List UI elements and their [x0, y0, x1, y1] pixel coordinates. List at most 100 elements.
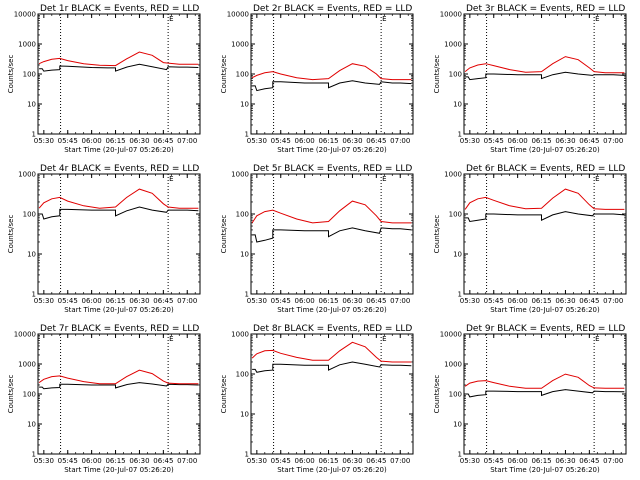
corner-label: E: [595, 335, 599, 343]
x-axis-label: Start Time (20-Jul-07 05:26:20): [490, 146, 600, 154]
x-tick-label: 06:45: [579, 457, 599, 465]
series-line-lld: [464, 188, 625, 210]
corner-label: E: [169, 175, 173, 183]
y-tick-label: 10: [240, 101, 249, 109]
plot-frame: [250, 13, 414, 135]
x-tick-label: 05:30: [34, 297, 54, 305]
y-tick-label: 1: [458, 291, 462, 299]
x-tick-label: 07:00: [390, 297, 410, 305]
y-tick-label: 10000: [440, 331, 462, 339]
x-tick-label: 06:00: [82, 297, 102, 305]
x-axis-label: Start Time (20-Jul-07 05:26:20): [277, 146, 387, 154]
y-tick-label: 100: [236, 211, 249, 219]
y-tick-label: 1: [32, 291, 36, 299]
y-tick-label: 100: [23, 211, 36, 219]
series-line-events: [39, 206, 199, 220]
x-tick-label: 06:15: [105, 137, 125, 145]
series-line-events: [252, 227, 412, 243]
x-tick-label: 06:15: [531, 457, 551, 465]
x-tick-label: 06:30: [129, 457, 149, 465]
y-tick-label: 10: [453, 421, 462, 429]
y-tick-label: 1: [32, 451, 36, 459]
series-line-lld: [251, 341, 412, 363]
y-tick-label: 1000: [231, 171, 249, 179]
plot-frame: [37, 333, 201, 455]
y-tick-label: 1000: [444, 171, 462, 179]
y-tick-label: 100: [236, 71, 249, 79]
y-tick-label: 100: [449, 391, 462, 399]
x-tick-label: 06:45: [153, 297, 173, 305]
x-axis-label: Start Time (20-Jul-07 05:26:20): [490, 466, 600, 474]
x-axis-label: Start Time (20-Jul-07 05:26:20): [64, 146, 174, 154]
y-tick-label: 1: [245, 131, 249, 139]
panel-title: Det 5r BLACK = Events, RED = LLD: [253, 164, 412, 174]
x-tick-label: 06:30: [342, 457, 362, 465]
y-tick-label: 1: [32, 131, 36, 139]
x-tick-label: 07:00: [603, 457, 623, 465]
x-axis-label: Start Time (20-Jul-07 05:26:20): [277, 306, 387, 314]
x-tick-label: 07:00: [177, 137, 197, 145]
x-tick-label: 07:00: [177, 457, 197, 465]
panel-det-8: Det 8r BLACK = Events, RED = LLD 1 10 100 10…: [220, 324, 414, 474]
panel-title: Det 1r BLACK = Events, RED = LLD: [40, 4, 199, 14]
series-line-events: [465, 71, 625, 81]
y-tick-label: 10: [27, 251, 36, 259]
x-tick-label: 06:30: [129, 137, 149, 145]
x-tick-label: 06:45: [579, 137, 599, 145]
plot-frame: [250, 333, 414, 455]
y-tick-label: 100: [449, 71, 462, 79]
panel-det-3: Det 3r BLACK = Events, RED = LLD 1 10 100 10…: [433, 4, 627, 154]
x-tick-label: 05:45: [271, 137, 291, 145]
x-tick-label: 06:15: [318, 137, 338, 145]
series-line-events: [465, 389, 625, 398]
x-tick-label: 05:30: [247, 137, 267, 145]
y-axis-label: Counts/sec: [433, 375, 441, 414]
y-axis-label: Counts/sec: [7, 215, 15, 254]
y-tick-label: 10000: [227, 11, 249, 19]
x-tick-label: 06:30: [342, 137, 362, 145]
y-axis-label: Counts/sec: [433, 55, 441, 94]
corner-label: E: [595, 175, 599, 183]
x-axis-label: Start Time (20-Jul-07 05:26:20): [64, 466, 174, 474]
series-line-events: [252, 361, 412, 373]
y-axis-label: Counts/sec: [7, 55, 15, 94]
x-tick-label: 06:45: [153, 137, 173, 145]
x-tick-label: 05:30: [460, 297, 480, 305]
x-tick-label: 06:30: [129, 297, 149, 305]
y-tick-label: 10: [240, 251, 249, 259]
x-tick-label: 06:00: [82, 457, 102, 465]
x-tick-label: 06:15: [105, 297, 125, 305]
x-tick-label: 05:45: [484, 137, 504, 145]
y-tick-label: 1000: [231, 41, 249, 49]
x-axis-label: Start Time (20-Jul-07 05:26:20): [64, 306, 174, 314]
y-tick-label: 10: [27, 421, 36, 429]
series-line-events: [252, 80, 412, 92]
corner-label: E: [382, 175, 386, 183]
series-line-lld: [38, 188, 199, 209]
x-tick-label: 06:30: [555, 137, 575, 145]
panel-title: Det 2r BLACK = Events, RED = LLD: [253, 4, 412, 14]
x-tick-label: 06:30: [555, 297, 575, 305]
y-axis-label: Counts/sec: [7, 375, 15, 414]
y-tick-label: 1000: [231, 331, 249, 339]
x-tick-label: 06:45: [579, 297, 599, 305]
y-tick-label: 1000: [18, 171, 36, 179]
panel-det-6: Det 6r BLACK = Events, RED = LLD 1 10 100 10…: [433, 164, 627, 314]
y-axis-label: Counts/sec: [433, 215, 441, 254]
panel-title: Det 3r BLACK = Events, RED = LLD: [466, 4, 625, 14]
x-tick-label: 07:00: [177, 297, 197, 305]
corner-label: E: [169, 15, 173, 23]
x-tick-label: 05:45: [271, 457, 291, 465]
y-tick-label: 1: [458, 451, 462, 459]
x-tick-label: 05:30: [247, 297, 267, 305]
panel-det-4: Det 4r BLACK = Events, RED = LLD 1 10 100 10…: [7, 164, 201, 314]
x-tick-label: 06:45: [153, 457, 173, 465]
x-tick-label: 07:00: [603, 137, 623, 145]
x-tick-label: 05:45: [484, 297, 504, 305]
y-tick-label: 1: [458, 131, 462, 139]
corner-label: E: [595, 15, 599, 23]
panel-det-2: Det 2r BLACK = Events, RED = LLD 1 10 100 10…: [220, 4, 414, 154]
series-line-events: [39, 63, 199, 72]
corner-label: E: [382, 335, 386, 343]
